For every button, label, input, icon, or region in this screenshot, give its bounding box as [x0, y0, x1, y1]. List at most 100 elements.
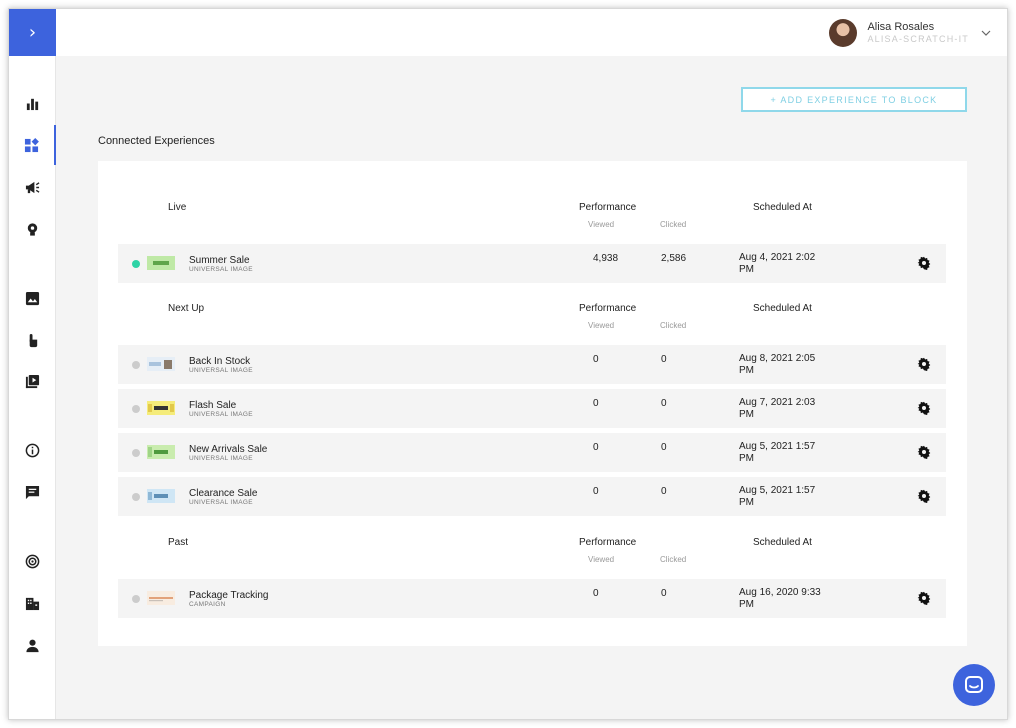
- experience-name: New Arrivals Sale: [189, 444, 268, 455]
- lightbulb-icon: [27, 222, 38, 236]
- settings-gear-icon[interactable]: [917, 445, 931, 459]
- nav-insights[interactable]: [9, 209, 56, 249]
- avatar: [829, 19, 858, 47]
- nav-analytics[interactable]: [9, 83, 56, 123]
- experience-row[interactable]: Back In Stock UNIVERSAL IMAGE 0 0 Aug 8,…: [118, 345, 946, 384]
- group-label: Past: [168, 537, 189, 548]
- image-icon: [25, 291, 40, 305]
- nav-images[interactable]: [9, 278, 56, 318]
- sidebar: ›: [9, 9, 56, 719]
- clicked-count: 0: [661, 442, 667, 453]
- nav-organization[interactable]: [9, 583, 56, 623]
- experience-thumbnail: [147, 591, 175, 605]
- experience-type: UNIVERSAL IMAGE: [189, 455, 253, 462]
- scheduled-at: Aug 5, 2021 1:57 PM: [739, 441, 816, 464]
- experience-thumbnail: [147, 357, 175, 371]
- viewed-count: 0: [593, 486, 599, 497]
- nav-info[interactable]: [9, 430, 56, 470]
- scheduled-at: Aug 4, 2021 2:02 PM: [739, 252, 816, 275]
- clicked-header: Clicked: [660, 321, 687, 330]
- experiences-card: Live Performance Viewed Clicked Schedule…: [98, 161, 967, 646]
- clicked-count: 0: [661, 398, 667, 409]
- user-name: Alisa Rosales: [867, 21, 935, 33]
- status-dot: [132, 405, 140, 413]
- nav-account[interactable]: [9, 625, 56, 665]
- status-dot: [132, 361, 140, 369]
- experience-row[interactable]: Package Tracking CAMPAIGN 0 0 Aug 16, 20…: [118, 579, 946, 618]
- experience-name: Package Tracking: [189, 590, 269, 601]
- group-header-next-up: Next Up Performance Viewed Clicked Sched…: [98, 303, 967, 353]
- chevron-down-icon: [981, 30, 991, 36]
- nav-campaigns[interactable]: [9, 167, 56, 207]
- settings-gear-icon[interactable]: [917, 591, 931, 605]
- scheduled-header: Scheduled At: [753, 202, 812, 213]
- viewed-count: 0: [593, 588, 599, 599]
- viewed-header: Viewed: [588, 220, 615, 229]
- clicked-count: 0: [661, 486, 667, 497]
- performance-header: Performance: [579, 303, 637, 314]
- experience-name: Summer Sale: [189, 255, 250, 266]
- megaphone-icon: [25, 181, 40, 193]
- experience-row[interactable]: New Arrivals Sale UNIVERSAL IMAGE 0 0 Au…: [118, 433, 946, 472]
- chat-support-button[interactable]: [953, 664, 995, 706]
- viewed-count: 0: [593, 398, 599, 409]
- viewed-header: Viewed: [588, 321, 615, 330]
- person-icon: [26, 639, 39, 652]
- settings-gear-icon[interactable]: [917, 256, 931, 270]
- experience-type: UNIVERSAL IMAGE: [189, 411, 253, 418]
- group-label: Next Up: [168, 303, 205, 314]
- settings-gear-icon[interactable]: [917, 401, 931, 415]
- experience-type: UNIVERSAL IMAGE: [189, 499, 253, 506]
- chat-bubble-icon: [965, 676, 983, 693]
- scheduled-header: Scheduled At: [753, 537, 812, 548]
- nav-blocks[interactable]: [9, 125, 56, 165]
- viewed-count: 4,938: [593, 253, 619, 264]
- settings-gear-icon[interactable]: [917, 489, 931, 503]
- section-title: Connected Experiences: [98, 135, 215, 147]
- experience-row[interactable]: Summer Sale UNIVERSAL IMAGE 4,938 2,586 …: [118, 244, 946, 283]
- settings-gear-icon[interactable]: [917, 357, 931, 371]
- experience-thumbnail: [147, 256, 175, 270]
- video-library-icon: [25, 374, 40, 388]
- scheduled-at: Aug 8, 2021 2:05 PM: [739, 353, 816, 376]
- viewed-header: Viewed: [588, 555, 615, 564]
- viewed-count: 0: [593, 354, 599, 365]
- status-dot: [132, 595, 140, 603]
- user-menu[interactable]: Alisa Rosales ALISA-SCRATCH-IT: [829, 19, 991, 47]
- experience-type: UNIVERSAL IMAGE: [189, 367, 253, 374]
- experience-thumbnail: [147, 401, 175, 415]
- touch-icon: [29, 333, 38, 347]
- performance-header: Performance: [579, 537, 637, 548]
- nav-media[interactable]: [9, 361, 56, 401]
- experience-type: CAMPAIGN: [189, 601, 226, 608]
- scheduled-at: Aug 5, 2021 1:57 PM: [739, 485, 816, 508]
- experience-name: Flash Sale: [189, 400, 237, 411]
- nav-interactions[interactable]: [9, 320, 56, 360]
- nav-targeting[interactable]: [9, 541, 56, 581]
- building-icon: [25, 597, 40, 610]
- experience-thumbnail: [147, 489, 175, 503]
- app-window: ›: [8, 8, 1008, 720]
- clicked-count: 2,586: [661, 253, 687, 264]
- group-header-past: Past Performance Viewed Clicked Schedule…: [98, 537, 967, 587]
- user-info: Alisa Rosales ALISA-SCRATCH-IT: [867, 21, 969, 45]
- clicked-header: Clicked: [660, 220, 687, 229]
- performance-header: Performance: [579, 202, 637, 213]
- info-icon: [25, 443, 40, 457]
- user-org: ALISA-SCRATCH-IT: [867, 34, 969, 44]
- group-label: Live: [168, 202, 187, 213]
- experience-name: Clearance Sale: [189, 488, 258, 499]
- add-experience-button[interactable]: + ADD EXPERIENCE TO BLOCK: [741, 87, 967, 112]
- status-dot: [132, 449, 140, 457]
- status-dot: [132, 493, 140, 501]
- nav-messages[interactable]: [9, 472, 56, 512]
- experience-row[interactable]: Clearance Sale UNIVERSAL IMAGE 0 0 Aug 5…: [118, 477, 946, 516]
- experience-row[interactable]: Flash Sale UNIVERSAL IMAGE 0 0 Aug 7, 20…: [118, 389, 946, 428]
- viewed-count: 0: [593, 442, 599, 453]
- status-dot: [132, 260, 140, 268]
- group-header-live: Live Performance Viewed Clicked Schedule…: [98, 202, 967, 252]
- scheduled-at: Aug 16, 2020 9:33 PM: [739, 587, 821, 610]
- scheduled-header: Scheduled At: [753, 303, 812, 314]
- sidebar-expand-button[interactable]: ›: [9, 9, 56, 56]
- chevron-right-icon: ›: [28, 22, 37, 43]
